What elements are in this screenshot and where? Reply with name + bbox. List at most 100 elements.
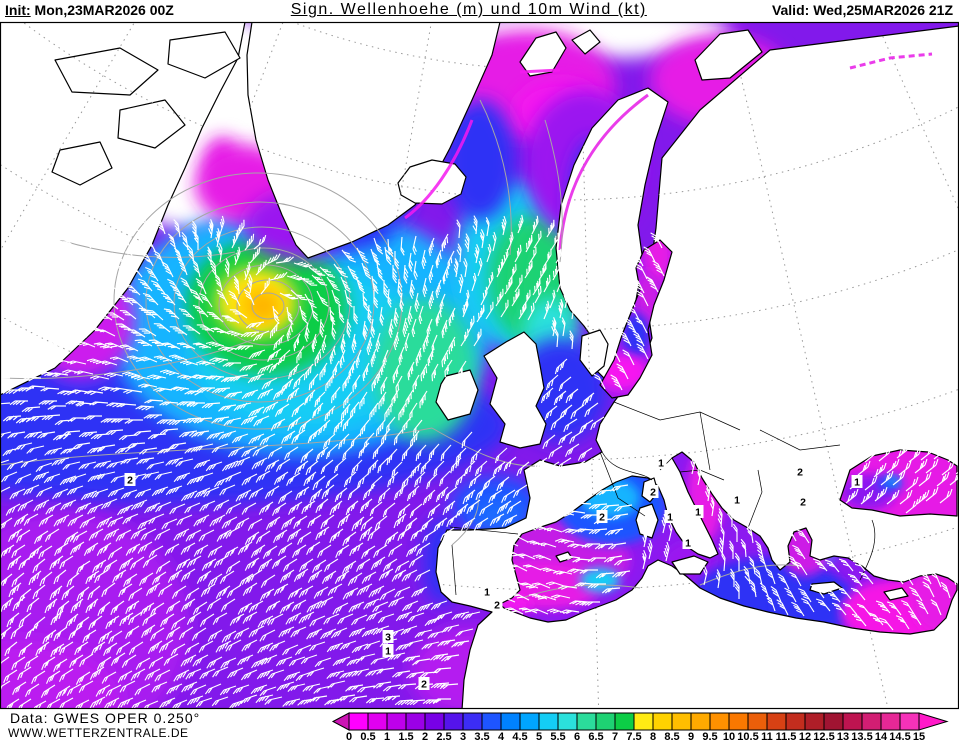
legend-cell <box>424 712 445 731</box>
svg-text:1: 1 <box>385 646 391 658</box>
coastal-fringe <box>404 52 933 251</box>
coastline-med-island <box>635 503 659 539</box>
legend-tick: 5 <box>536 731 542 741</box>
legend-cell <box>557 712 578 731</box>
valid-datetime: Valid: Wed,25MAR2026 21Z <box>772 2 953 18</box>
contour-label: 1 <box>731 493 743 507</box>
legend-tick: 2.5 <box>436 731 451 741</box>
legend-arrow-left <box>331 712 350 731</box>
svg-text:2: 2 <box>800 497 806 509</box>
legend-cell <box>709 712 730 731</box>
legend-tick: 4 <box>498 731 505 741</box>
legend-cell <box>652 712 673 731</box>
legend-tick: 0 <box>346 731 352 741</box>
svg-text:1: 1 <box>695 507 701 519</box>
legend-cell <box>633 712 654 731</box>
legend-cell <box>500 712 521 731</box>
contour-label: 1 <box>692 505 704 519</box>
svg-text:2: 2 <box>599 512 605 524</box>
legend-tick: 11.5 <box>776 731 797 741</box>
legend-tick: 10.5 <box>737 731 758 741</box>
coastline-arctic-island <box>51 141 113 186</box>
contour-label: 1 <box>851 475 863 489</box>
svg-text:3: 3 <box>385 632 391 644</box>
legend-tick: 12.5 <box>813 731 834 741</box>
legend-cell <box>766 712 787 731</box>
legend-cell <box>728 712 749 731</box>
legend-tick: 6 <box>574 731 580 741</box>
legend-tick: 14 <box>875 731 888 741</box>
legend-cell <box>405 712 426 731</box>
legend-arrow-right <box>918 712 949 731</box>
wind-barbs-layer <box>1 214 958 708</box>
svg-text:1: 1 <box>658 458 664 470</box>
contour-label: 2 <box>418 677 430 691</box>
legend-cell <box>671 712 692 731</box>
legend-cell <box>348 712 369 731</box>
legend-tick: 3 <box>460 731 466 741</box>
legend-tick: 7.5 <box>626 731 641 741</box>
coastline-arctic-island <box>117 99 186 149</box>
contour-label: 1 <box>481 585 493 599</box>
svg-text:2: 2 <box>797 467 803 479</box>
coastline-med-island <box>671 555 709 575</box>
svg-text:2: 2 <box>494 600 500 612</box>
legend-cell <box>367 712 388 731</box>
contour-label: 2 <box>647 485 659 499</box>
contour-label: 2 <box>596 510 608 524</box>
init-value: Mon,23MAR2026 00Z <box>34 2 174 18</box>
legend-cell <box>899 712 920 731</box>
legend-cell <box>595 712 616 731</box>
coastline-novaya-zemlya <box>694 29 763 81</box>
coastline-svalbard <box>519 31 567 77</box>
svg-text:1: 1 <box>685 538 691 550</box>
legend-tick: 9.5 <box>702 731 717 741</box>
coastline-denmark <box>579 329 609 377</box>
svg-text:1: 1 <box>854 477 860 489</box>
legend-cell <box>823 712 844 731</box>
coastline-arctic-island <box>167 31 241 79</box>
legend-cell <box>861 712 882 731</box>
legend-tick: 8 <box>650 731 656 741</box>
init-label: Init: <box>5 2 31 18</box>
legend-tick: 0.5 <box>360 731 375 741</box>
legend-tick: 8.5 <box>664 731 679 741</box>
legend-tick: 6.5 <box>588 731 603 741</box>
legend-cell <box>519 712 540 731</box>
legend-cell <box>443 712 464 731</box>
legend-cell <box>576 712 597 731</box>
legend-tick: 5.5 <box>550 731 565 741</box>
legend-cell <box>842 712 863 731</box>
svg-text:1: 1 <box>667 512 673 524</box>
legend-tick: 7 <box>612 731 618 741</box>
legend-cell <box>785 712 806 731</box>
legend-cell <box>538 712 559 731</box>
coastline-med-island <box>883 587 909 601</box>
legend-cell <box>386 712 407 731</box>
legend-tick: 1.5 <box>398 731 413 741</box>
legend-cell <box>462 712 483 731</box>
legend-tick: 11 <box>761 731 773 741</box>
legend-cell <box>614 712 635 731</box>
legend-cell <box>690 712 711 731</box>
legend-tick: 2 <box>422 731 428 741</box>
coastline-ireland <box>435 369 479 421</box>
map-title: Sign. Wellenhoehe (m) und 10m Wind (kt) <box>290 1 647 18</box>
legend-tick: 13.5 <box>851 731 872 741</box>
legend-tick: 12 <box>799 731 811 741</box>
coastline-greenland <box>246 22 501 259</box>
valid-value: Wed,25MAR2026 21Z <box>813 2 953 18</box>
contour-label: 3 <box>382 630 394 644</box>
coastline-svalbard <box>571 29 601 55</box>
coastline-great-britain <box>483 331 547 449</box>
legend-tick: 13 <box>837 731 849 741</box>
contour-label: 1 <box>382 644 394 658</box>
svg-text:1: 1 <box>734 495 740 507</box>
contour-label: 1 <box>664 510 676 524</box>
contour-label: 1 <box>682 536 694 550</box>
website-text: WWW.WETTERZENTRALE.DE <box>8 726 189 740</box>
coastline-arctic-island <box>54 47 159 96</box>
contour-label: 2 <box>491 598 503 612</box>
